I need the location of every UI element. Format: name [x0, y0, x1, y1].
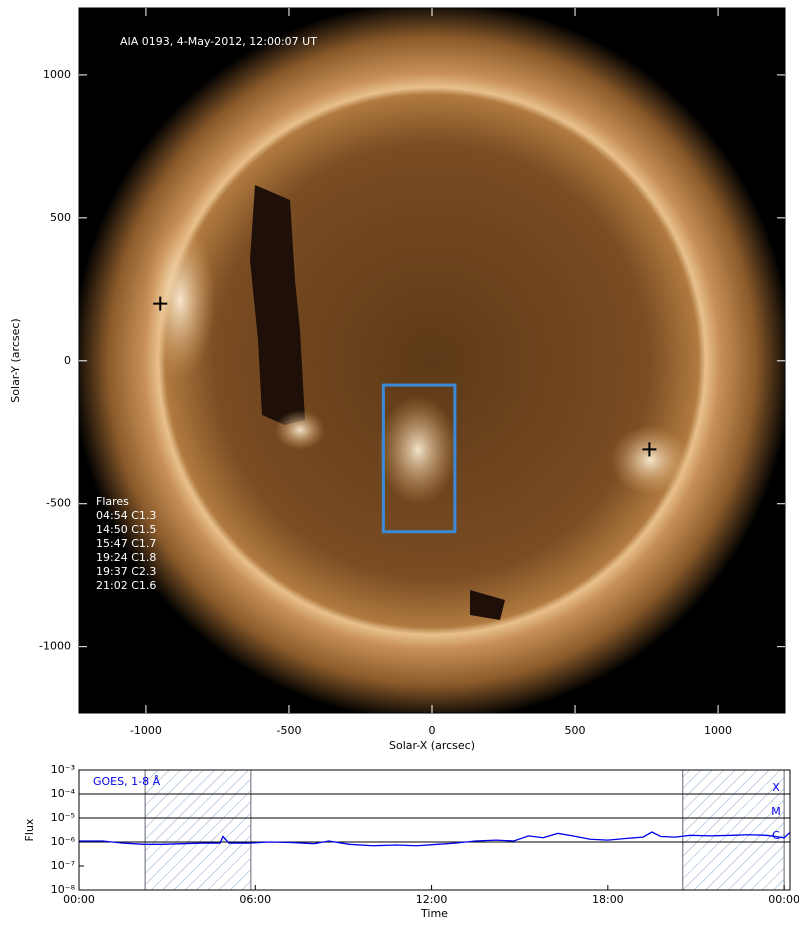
y-tick-label: 10⁻⁷: [51, 859, 75, 872]
annotation: 15:47 C1.7: [96, 537, 156, 550]
y-axis-label: Flux: [23, 818, 36, 841]
y-tick-label: -1000: [39, 640, 71, 653]
y-tick-label: 10⁻⁶: [51, 835, 76, 848]
y-tick-label: 10⁻⁸: [51, 883, 76, 896]
level-label: M: [771, 805, 781, 818]
shaded-interval: [682, 769, 785, 891]
x-tick-label: 18:00: [592, 893, 624, 906]
x-tick-label: 00:00: [63, 893, 95, 906]
annotation: 19:24 C1.8: [96, 551, 156, 564]
y-axis-label: Solar-Y (arcsec): [9, 318, 22, 402]
image-panel: -1000 -500 0 500 1000 -1000 -500 0 500 1000 AIA 01…: [9, 7, 786, 752]
x-tick-label: 0: [429, 724, 436, 737]
x-tick-label: 500: [565, 724, 586, 737]
x-tick-label: -1000: [130, 724, 162, 737]
y-tick-label: 10⁻⁵: [51, 811, 75, 824]
region-box: [381, 383, 457, 534]
y-tick-label: 1000: [43, 68, 71, 81]
y-tick-label: 0: [64, 354, 71, 367]
x-tick-label: 06:00: [239, 893, 271, 906]
marker: [153, 296, 168, 311]
shaded-interval: [144, 769, 252, 891]
y-tick-label: -500: [46, 497, 71, 510]
annotation: 19:37 C2.3: [96, 565, 156, 578]
x-tick-label: -500: [276, 724, 301, 737]
y-tick-label: 500: [50, 211, 71, 224]
legend-entry: GOES, 1-8 Å: [93, 775, 161, 788]
flux-line: [79, 831, 791, 847]
annotation: 14:50 C1.5: [96, 523, 156, 536]
annotation-title: Flares: [96, 495, 129, 508]
y-tick-label: 10⁻⁴: [51, 787, 76, 800]
title: AIA 0193, 4-May-2012, 12:00:07 UT: [120, 35, 317, 48]
x-tick-label: 1000: [704, 724, 732, 737]
solar-image: [79, 8, 785, 713]
x-axis-label: Time: [420, 907, 448, 920]
marker: [642, 442, 657, 457]
goes-panel: XMC 10⁻⁸ 10⁻⁷ 10⁻⁶ 10⁻⁵ 10⁻⁴ 10⁻³ 00:00 06:00 12:…: [23, 763, 799, 920]
x-axis-label: Solar-X (arcsec): [389, 739, 475, 752]
annotation: 04:54 C1.3: [96, 509, 156, 522]
y-tick-label: 10⁻³: [51, 763, 75, 776]
frame: [78, 769, 791, 891]
x-tick-label: 12:00: [416, 893, 448, 906]
x-tick-label: 00:00: [768, 893, 799, 906]
level-label: C: [772, 829, 780, 842]
annotation: 21:02 C1.6: [96, 579, 156, 592]
level-label: X: [772, 781, 780, 794]
